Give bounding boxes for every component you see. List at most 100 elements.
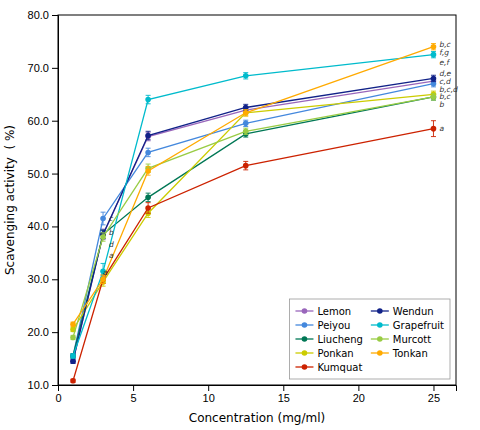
y-axis-title: Scavenging activity ( %)	[3, 125, 17, 275]
tick-label: 50.0	[28, 168, 49, 180]
error-bar	[146, 95, 151, 103]
point	[145, 195, 151, 201]
tick-label: 80.0	[28, 9, 49, 21]
tick-label: 5	[131, 392, 137, 404]
tick-label: 20.0	[28, 326, 49, 338]
error-bar	[243, 128, 248, 134]
tick-label: 70.0	[28, 62, 49, 74]
tick: 5	[131, 385, 137, 404]
legend-label: Lemon	[317, 306, 351, 317]
point	[431, 76, 437, 82]
legend-item: Tonkan	[371, 348, 428, 359]
error-bar	[146, 193, 151, 201]
error-bar	[243, 110, 248, 116]
legend-marker	[302, 364, 308, 370]
tick-label: 25	[428, 392, 440, 404]
tick: 25	[428, 385, 440, 404]
legend-label: Wendun	[393, 306, 434, 317]
error-bar	[243, 73, 248, 79]
tick-mark	[358, 385, 359, 391]
y-axis: 10.020.030.040.050.060.070.080.0	[28, 9, 59, 391]
tick-mark	[52, 68, 58, 69]
tick-mark	[52, 226, 58, 227]
point	[70, 358, 76, 364]
legend-label: Peiyou	[317, 320, 350, 331]
tick-mark	[52, 121, 58, 122]
series	[70, 44, 436, 327]
error-bar	[431, 44, 436, 50]
error-bar	[71, 354, 76, 358]
error-bar	[431, 51, 436, 57]
tick: 80.0	[28, 9, 58, 21]
tick-mark	[433, 385, 434, 391]
annotations: dcbaab,cf,ge,fd,ec,db,c,db,cba	[103, 40, 458, 278]
error-bar	[431, 94, 436, 100]
legend-label: Kumquat	[317, 362, 362, 373]
legend-label: Liucheng	[317, 334, 362, 345]
error-bar	[431, 121, 436, 137]
tick-label: 10.0	[28, 379, 49, 391]
error-bar	[146, 131, 151, 139]
tick-mark	[52, 385, 58, 386]
point	[100, 234, 106, 240]
point	[70, 321, 76, 327]
tick: 60.0	[28, 115, 58, 127]
tick: 20.0	[28, 326, 58, 338]
tick-mark	[283, 385, 284, 391]
point	[243, 163, 249, 169]
error-bar	[101, 212, 106, 225]
annotation: a	[103, 268, 108, 277]
legend-marker	[302, 308, 308, 314]
point	[243, 73, 249, 79]
legend-marker	[302, 350, 308, 356]
annotation: a	[439, 124, 444, 133]
legend-marker	[377, 336, 383, 342]
point	[243, 121, 249, 127]
error-bar	[71, 359, 76, 363]
point	[243, 110, 249, 116]
series	[70, 91, 436, 332]
legend: LemonPeiyouLiuchengPonkanKumquatWendunGr…	[289, 299, 450, 379]
error-bar	[146, 167, 151, 175]
legend-label: Murcott	[393, 334, 431, 345]
legend-item: Liucheng	[295, 334, 362, 345]
annotation: c	[109, 214, 114, 223]
annotation: e,f	[439, 58, 450, 67]
error-bar	[146, 148, 151, 156]
legend-label: Ponkan	[317, 348, 353, 359]
point	[145, 205, 151, 211]
tick-mark	[208, 385, 209, 391]
tick: 20	[353, 385, 365, 404]
tick: 50.0	[28, 168, 58, 180]
tick-label: 60.0	[28, 115, 49, 127]
tick-mark	[133, 385, 134, 391]
tick-mark	[52, 15, 58, 16]
tick-label: 30.0	[28, 273, 49, 285]
tick-mark	[52, 332, 58, 333]
error-bar	[243, 161, 248, 169]
point	[70, 358, 76, 364]
point	[70, 378, 76, 384]
tick-label: 20	[353, 392, 365, 404]
tick-mark	[52, 174, 58, 175]
point	[70, 353, 76, 359]
error-bar	[71, 354, 76, 358]
tick: 30.0	[28, 273, 58, 285]
point	[145, 133, 151, 139]
legend-marker	[377, 322, 383, 328]
error-bar	[71, 354, 76, 358]
legend-item: Ponkan	[295, 348, 353, 359]
legend-marker	[377, 308, 383, 314]
point	[431, 44, 437, 50]
legend-item: Peiyou	[295, 320, 350, 331]
tick: 0	[55, 385, 61, 404]
point	[243, 110, 249, 116]
legend-item: Kumquat	[295, 362, 362, 373]
series-line	[73, 55, 433, 356]
point	[431, 94, 437, 100]
error-bar	[243, 120, 248, 126]
legend-box	[289, 299, 450, 379]
error-bar	[71, 359, 76, 363]
point	[431, 52, 437, 58]
point	[145, 97, 151, 103]
